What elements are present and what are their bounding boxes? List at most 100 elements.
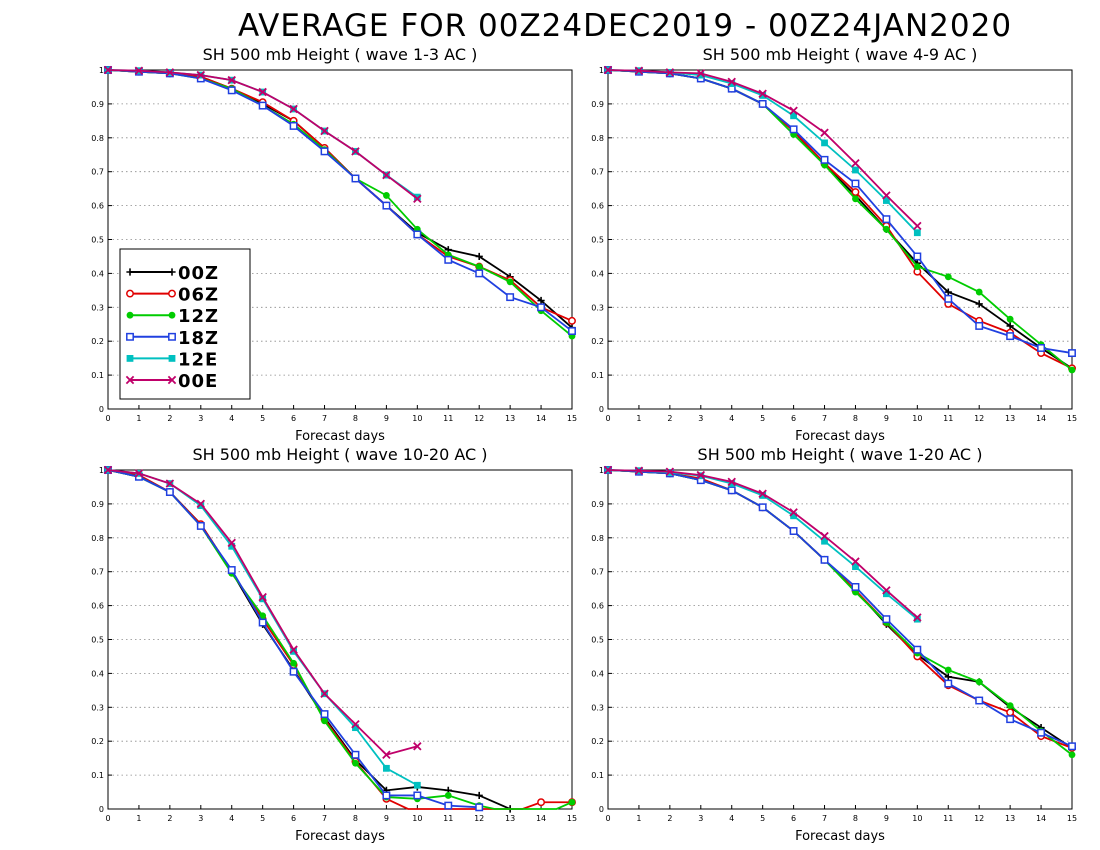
data-point: [258, 87, 267, 97]
data-point: [975, 321, 984, 330]
data-point: [1006, 702, 1014, 710]
data-point: [290, 647, 297, 655]
data-point: [1068, 751, 1076, 759]
x-tick-label: 7: [822, 814, 827, 823]
x-tick-label: 5: [260, 814, 265, 823]
legend-label: 12Z: [178, 306, 219, 327]
y-tick-label: 0.1: [91, 371, 104, 380]
data-point: [289, 645, 298, 654]
x-tick-label: 12: [974, 414, 984, 423]
y-tick-label: 0.1: [591, 371, 604, 380]
y-tick-label: 0.3: [591, 703, 604, 712]
legend-entry-18z: 18Z: [126, 328, 218, 349]
y-tick-label: 1: [599, 466, 604, 475]
data-point: [975, 696, 984, 705]
data-point: [537, 296, 545, 305]
y-tick-label: 0.4: [591, 269, 604, 278]
data-point: [1037, 728, 1046, 737]
y-tick-label: 0: [599, 405, 604, 414]
x-tick-label: 4: [729, 414, 734, 423]
data-point: [413, 230, 422, 239]
x-tick-label: 2: [167, 814, 172, 823]
series-line: [607, 69, 1073, 370]
data-point: [913, 252, 922, 261]
data-point: [1006, 708, 1015, 717]
data-point: [1006, 322, 1014, 330]
y-tick-label: 0.8: [591, 534, 604, 543]
data-point: [696, 470, 706, 480]
data-point: [820, 555, 829, 564]
data-point: [851, 188, 860, 196]
data-point: [759, 92, 767, 99]
x-tick-label: 13: [1005, 814, 1015, 823]
data-point: [351, 174, 360, 183]
data-point: [821, 537, 828, 545]
data-point: [165, 68, 175, 77]
x-tick-label: 3: [198, 414, 203, 423]
x-axis-label: Forecast days: [295, 429, 385, 444]
series-18z: [604, 66, 1076, 358]
legend-marker: [126, 268, 134, 276]
legend-marker: [126, 355, 134, 362]
data-point: [1068, 349, 1076, 358]
data-point: [290, 659, 297, 667]
data-point: [789, 125, 798, 134]
data-point: [882, 615, 891, 624]
data-point: [289, 667, 298, 676]
series-00z: [604, 66, 1076, 372]
y-tick-label: 0.7: [591, 568, 604, 577]
legend-label: 00E: [178, 371, 218, 392]
series-line: [107, 469, 572, 810]
data-point: [382, 201, 391, 210]
data-point: [789, 508, 798, 517]
legend-marker: [168, 289, 176, 298]
x-tick-label: 2: [667, 414, 672, 423]
y-tick-label: 0.8: [591, 134, 604, 143]
data-point: [413, 194, 422, 204]
series-00e: [103, 65, 422, 204]
series-06z: [104, 466, 576, 810]
x-tick-label: 10: [412, 814, 422, 823]
y-tick-label: 1: [99, 466, 104, 475]
data-point: [320, 689, 329, 698]
panel-title: SH 500 mb Height ( wave 1-3 AC ): [203, 45, 478, 64]
data-point: [821, 139, 828, 147]
data-point: [913, 263, 921, 271]
data-point: [196, 521, 205, 530]
legend-entry-12e: 12E: [126, 349, 217, 370]
data-point: [413, 791, 422, 800]
series-00z: [604, 466, 1076, 752]
data-point: [227, 538, 236, 548]
series-line: [107, 69, 573, 332]
x-tick-label: 15: [1067, 414, 1077, 423]
legend-marker: [126, 311, 134, 319]
series-06z: [604, 466, 1076, 752]
y-tick-label: 0.3: [91, 303, 104, 312]
x-tick-label: 7: [322, 814, 327, 823]
x-tick-label: 3: [698, 814, 703, 823]
data-point: [727, 486, 736, 495]
data-point: [321, 717, 328, 725]
data-point: [537, 798, 546, 807]
legend-marker: [126, 289, 134, 298]
x-tick-label: 15: [1067, 814, 1077, 823]
y-tick-label: 0.2: [591, 737, 604, 746]
x-tick-label: 0: [105, 814, 110, 823]
data-point: [882, 215, 891, 224]
data-point: [351, 750, 360, 759]
x-tick-label: 14: [1036, 814, 1046, 823]
data-point: [852, 195, 859, 203]
x-tick-label: 2: [167, 414, 172, 423]
x-tick-label: 0: [605, 814, 610, 823]
data-point: [727, 77, 736, 87]
y-tick-label: 0.1: [591, 771, 604, 780]
data-point: [758, 503, 767, 512]
x-tick-label: 7: [822, 414, 827, 423]
y-tick-label: 0.3: [91, 703, 104, 712]
y-tick-label: 0.1: [91, 771, 104, 780]
x-tick-label: 13: [505, 414, 515, 423]
x-axis-label: Forecast days: [795, 429, 885, 444]
series-00e: [603, 465, 922, 622]
data-point: [913, 229, 921, 237]
